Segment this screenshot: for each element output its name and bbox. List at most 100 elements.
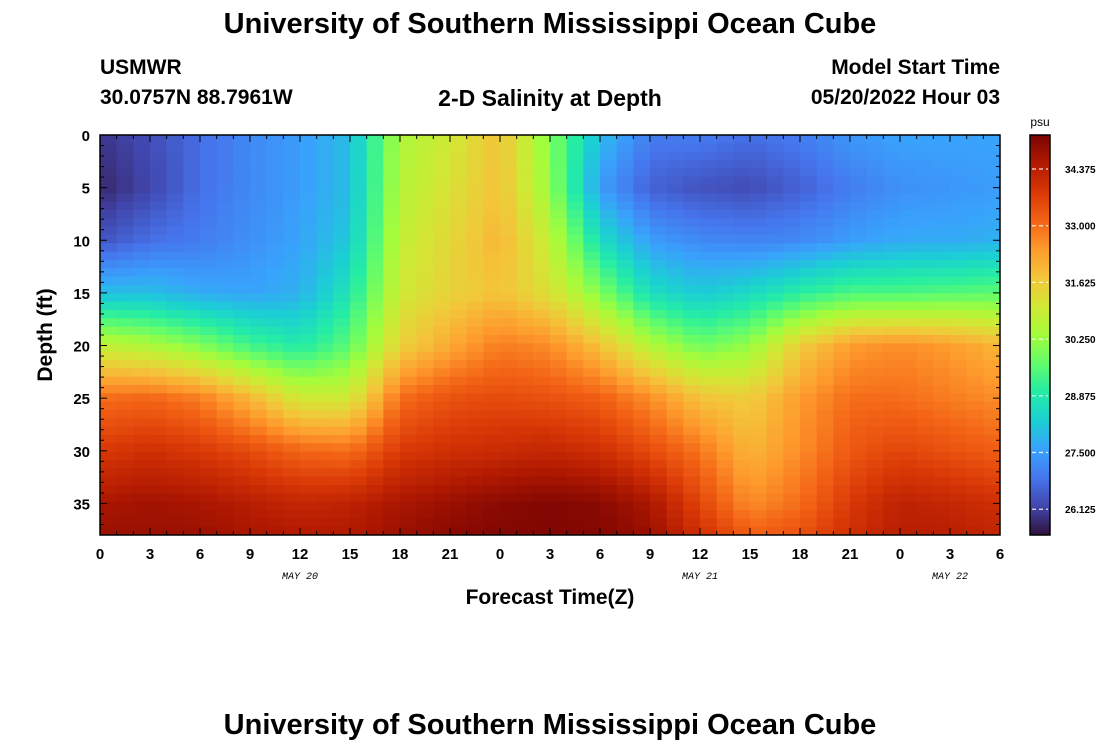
heatmap-cell xyxy=(500,168,518,178)
heatmap-cell xyxy=(483,418,501,428)
heatmap-cell xyxy=(133,268,151,278)
heatmap-cell xyxy=(300,460,318,469)
heatmap-cell xyxy=(433,260,451,269)
heatmap-cell xyxy=(883,268,901,278)
heatmap-cell xyxy=(333,360,351,369)
heatmap-cell xyxy=(583,285,601,294)
heatmap-cell xyxy=(800,210,818,219)
heatmap-cell xyxy=(533,210,551,219)
heatmap-cell xyxy=(450,443,468,453)
heatmap-cell xyxy=(133,310,151,319)
heatmap-cell xyxy=(116,493,134,503)
heatmap-cell xyxy=(850,526,868,535)
heatmap-cell xyxy=(833,485,851,494)
heatmap-cell xyxy=(750,476,768,486)
heatmap-cell xyxy=(100,293,118,303)
heatmap-cell xyxy=(200,501,218,511)
heatmap-cell xyxy=(566,326,584,336)
heatmap-cell xyxy=(116,476,134,486)
heatmap-cell xyxy=(516,201,534,211)
heatmap-cell xyxy=(733,451,751,461)
heatmap-cell xyxy=(666,510,684,519)
heatmap-cell xyxy=(983,151,1000,161)
heatmap-cell xyxy=(750,385,768,394)
heatmap-cell xyxy=(150,485,168,494)
heatmap-cell xyxy=(616,410,634,419)
heatmap-cell xyxy=(583,426,601,436)
heatmap-cell xyxy=(783,393,801,403)
heatmap-cell xyxy=(283,285,301,294)
heatmap-cell xyxy=(100,235,118,244)
heatmap-cell xyxy=(350,468,368,478)
heatmap-cell xyxy=(583,435,601,444)
heatmap-cell xyxy=(283,460,301,469)
heatmap-cell xyxy=(983,243,1000,253)
heatmap-cell xyxy=(233,426,251,436)
heatmap-cell xyxy=(883,493,901,503)
heatmap-cell xyxy=(150,243,168,253)
heatmap-cell xyxy=(233,268,251,278)
heatmap-cell xyxy=(133,426,151,436)
heatmap-cell xyxy=(283,160,301,169)
heatmap-cell xyxy=(350,135,368,144)
heatmap-cell xyxy=(816,135,834,144)
heatmap-cell xyxy=(583,518,601,528)
heatmap-cell xyxy=(283,360,301,369)
heatmap-cell xyxy=(900,168,918,178)
heatmap-cell xyxy=(550,451,568,461)
heatmap-cell xyxy=(566,318,584,328)
heatmap-cell xyxy=(450,318,468,328)
heatmap-cell xyxy=(883,426,901,436)
heatmap-cell xyxy=(850,310,868,319)
heatmap-cell xyxy=(133,435,151,444)
heatmap-cell xyxy=(683,143,701,153)
heatmap-cell xyxy=(683,485,701,494)
heatmap-cell xyxy=(500,368,518,378)
heatmap-cell xyxy=(200,260,218,269)
heatmap-cell xyxy=(216,318,234,328)
heatmap-cell xyxy=(100,193,118,203)
heatmap-cell xyxy=(500,485,518,494)
heatmap-cell xyxy=(850,418,868,428)
heatmap-cell xyxy=(283,393,301,403)
heatmap-cell xyxy=(833,135,851,144)
heatmap-cell xyxy=(183,326,201,336)
heatmap-cell xyxy=(216,226,234,236)
heatmap-cell xyxy=(366,485,384,494)
heatmap-cell xyxy=(300,160,318,169)
heatmap-cell xyxy=(733,385,751,394)
heatmap-cell xyxy=(483,160,501,169)
heatmap-cell xyxy=(616,301,634,311)
heatmap-cell xyxy=(933,251,951,261)
heatmap-cell xyxy=(233,451,251,461)
heatmap-cell xyxy=(150,251,168,261)
heatmap-cell xyxy=(466,401,484,411)
heatmap-cell xyxy=(266,235,284,244)
heatmap-cell xyxy=(250,335,268,344)
heatmap-cell xyxy=(833,301,851,311)
heatmap-cell xyxy=(833,426,851,436)
heatmap-cell xyxy=(966,376,984,386)
heatmap-cell xyxy=(800,310,818,319)
heatmap-cell xyxy=(900,493,918,503)
heatmap-cell xyxy=(533,235,551,244)
heatmap-cell xyxy=(366,160,384,169)
heatmap-cell xyxy=(483,518,501,528)
heatmap-cell xyxy=(183,468,201,478)
heatmap-cell xyxy=(483,226,501,236)
heatmap-cell xyxy=(516,443,534,453)
heatmap-cell xyxy=(716,301,734,311)
heatmap-cell xyxy=(883,385,901,394)
heatmap-cell xyxy=(716,476,734,486)
heatmap-cell xyxy=(166,526,184,535)
heatmap-cell xyxy=(833,393,851,403)
heatmap-cell xyxy=(800,451,818,461)
heatmap-cell xyxy=(633,368,651,378)
heatmap-cell xyxy=(233,276,251,286)
heatmap-cell xyxy=(883,260,901,269)
heatmap-cell xyxy=(116,293,134,303)
heatmap-cell xyxy=(766,176,784,186)
heatmap-cell xyxy=(683,210,701,219)
heatmap-cell xyxy=(733,293,751,303)
colorbar-tick-label: 31.625 xyxy=(1065,278,1096,289)
